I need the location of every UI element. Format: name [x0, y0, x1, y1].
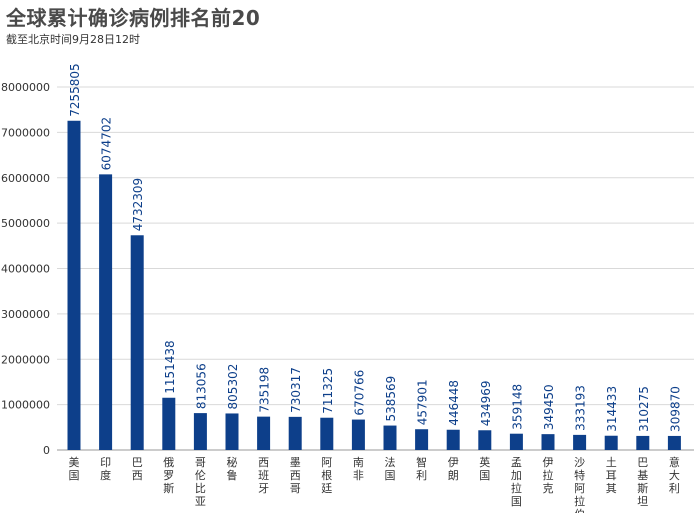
bar	[130, 235, 144, 450]
x-tick-label: 巴基斯坦	[637, 456, 648, 508]
x-tick-label: 阿根廷	[321, 456, 332, 495]
y-tick-label: 5000000	[1, 217, 50, 230]
data-label: 457901	[416, 379, 430, 425]
x-tick-label: 伊朗	[448, 456, 459, 482]
y-tick-label: 6000000	[1, 172, 50, 185]
data-label: 538569	[384, 376, 398, 422]
bar	[667, 435, 681, 450]
chart-title: 全球累计确诊病例排名前20	[6, 6, 261, 30]
x-tick-label: 南非	[353, 456, 364, 482]
bar	[257, 416, 271, 450]
bar	[446, 429, 460, 450]
bar	[162, 397, 176, 450]
data-label: 310275	[637, 386, 651, 432]
x-tick-label: 沙特阿拉伯	[574, 456, 585, 513]
x-tick-label: 秘鲁	[227, 455, 238, 482]
y-tick-label: 0	[43, 444, 50, 457]
bar	[573, 434, 587, 450]
x-tick-label: 智利	[416, 455, 427, 482]
bar	[67, 120, 81, 450]
x-tick-label: 法国	[385, 455, 396, 482]
bar	[604, 435, 618, 450]
data-label: 359148	[510, 384, 524, 430]
y-tick-label: 4000000	[1, 263, 50, 276]
x-tick-label: 美国	[69, 456, 80, 482]
data-label: 446448	[447, 380, 461, 426]
x-tick-label: 土耳其	[606, 456, 617, 495]
bar	[636, 435, 650, 450]
x-tick-label: 俄罗斯	[163, 456, 174, 495]
y-tick-label: 1000000	[1, 399, 50, 412]
data-label: 1151438	[163, 340, 177, 393]
data-label: 6074702	[100, 117, 114, 170]
bar	[193, 413, 207, 450]
x-tick-label: 巴西	[132, 456, 143, 482]
x-tick-label: 英国	[479, 455, 490, 482]
y-tick-label: 2000000	[1, 353, 50, 366]
x-tick-label: 墨西哥	[290, 456, 301, 495]
x-tick-label: 意大利	[669, 455, 680, 495]
data-label: 314433	[605, 386, 619, 432]
bar	[288, 416, 302, 450]
y-tick-label: 8000000	[1, 81, 50, 94]
bar	[320, 417, 334, 450]
x-tick-label: 西班牙	[258, 456, 269, 495]
bar	[541, 434, 555, 450]
bar	[509, 433, 523, 450]
x-tick-label: 印度	[100, 456, 111, 482]
x-tick-label: 伊拉克	[543, 456, 554, 495]
chart-subtitle: 截至北京时间9月28日12时	[6, 33, 140, 46]
x-tick-label: 哥伦比亚	[195, 456, 206, 508]
data-label: 4732309	[131, 178, 145, 231]
data-label: 711325	[321, 368, 335, 414]
data-label: 670766	[352, 370, 366, 416]
data-label: 813056	[194, 363, 208, 409]
bar	[383, 425, 397, 450]
y-tick-label: 7000000	[1, 126, 50, 139]
bar	[225, 413, 239, 450]
bar	[351, 419, 365, 450]
y-tick-label: 3000000	[1, 308, 50, 321]
data-label: 309870	[668, 386, 682, 432]
data-label: 333193	[574, 385, 588, 431]
x-tick-label: 孟加拉国	[511, 456, 522, 508]
data-label: 730317	[289, 367, 303, 413]
data-label: 805302	[226, 364, 240, 410]
bar	[415, 429, 429, 450]
data-label: 7255805	[68, 63, 82, 116]
bar	[99, 174, 113, 450]
data-label: 434969	[479, 380, 493, 426]
bar	[478, 430, 492, 450]
data-label: 349450	[542, 384, 556, 430]
data-label: 735198	[258, 367, 272, 413]
